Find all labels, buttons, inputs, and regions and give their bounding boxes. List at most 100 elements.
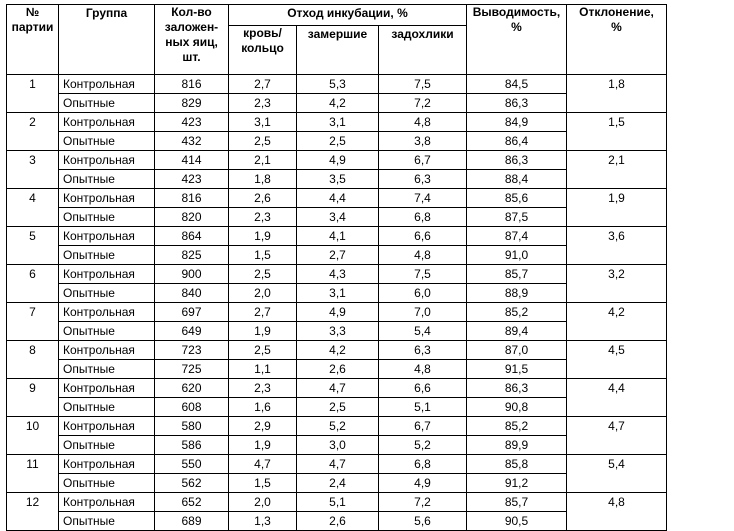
- cell-frozen: 4,9: [297, 303, 379, 322]
- cell-hatchability: 84,9: [467, 113, 567, 132]
- cell-group: Контрольная: [59, 493, 155, 512]
- cell-frozen: 3,5: [297, 170, 379, 189]
- cell-frozen: 5,1: [297, 493, 379, 512]
- cell-hatchability: 91,0: [467, 246, 567, 265]
- table-row: 8Контрольная7232,54,26,387,04,5: [7, 341, 667, 360]
- cell-group: Контрольная: [59, 227, 155, 246]
- col-blood-ring: кровь/кольцо: [229, 26, 297, 75]
- cell-eggs: 423: [155, 170, 229, 189]
- cell-group: Опытные: [59, 284, 155, 303]
- cell-deviation: 4,7: [567, 417, 667, 455]
- cell-suffocated: 7,2: [379, 493, 467, 512]
- cell-batch-no: 6: [7, 265, 59, 303]
- cell-deviation: 2,1: [567, 151, 667, 189]
- cell-blood: 1,8: [229, 170, 297, 189]
- cell-suffocated: 4,9: [379, 474, 467, 493]
- cell-hatchability: 85,6: [467, 189, 567, 208]
- cell-blood: 2,0: [229, 493, 297, 512]
- cell-deviation: 1,8: [567, 75, 667, 113]
- cell-group: Опытные: [59, 132, 155, 151]
- cell-eggs: 414: [155, 151, 229, 170]
- cell-suffocated: 4,8: [379, 360, 467, 379]
- table-row: 3Контрольная4142,14,96,786,32,1: [7, 151, 667, 170]
- table-row: 1Контрольная8162,75,37,584,51,8: [7, 75, 667, 94]
- cell-hatchability: 88,4: [467, 170, 567, 189]
- cell-frozen: 2,5: [297, 398, 379, 417]
- cell-blood: 1,9: [229, 436, 297, 455]
- cell-suffocated: 5,1: [379, 398, 467, 417]
- cell-deviation: 4,5: [567, 341, 667, 379]
- cell-eggs: 816: [155, 189, 229, 208]
- cell-blood: 1,9: [229, 227, 297, 246]
- cell-hatchability: 85,2: [467, 303, 567, 322]
- cell-group: Контрольная: [59, 341, 155, 360]
- cell-eggs: 723: [155, 341, 229, 360]
- cell-batch-no: 4: [7, 189, 59, 227]
- cell-eggs: 432: [155, 132, 229, 151]
- cell-hatchability: 86,4: [467, 132, 567, 151]
- cell-frozen: 3,0: [297, 436, 379, 455]
- cell-group: Опытные: [59, 208, 155, 227]
- cell-batch-no: 7: [7, 303, 59, 341]
- cell-deviation: 1,9: [567, 189, 667, 227]
- cell-eggs: 550: [155, 455, 229, 474]
- cell-group: Контрольная: [59, 113, 155, 132]
- cell-batch-no: 12: [7, 493, 59, 531]
- cell-hatchability: 84,5: [467, 75, 567, 94]
- cell-hatchability: 87,0: [467, 341, 567, 360]
- cell-batch-no: 10: [7, 417, 59, 455]
- cell-hatchability: 87,4: [467, 227, 567, 246]
- cell-blood: 2,1: [229, 151, 297, 170]
- cell-group: Опытные: [59, 474, 155, 493]
- cell-group: Опытные: [59, 436, 155, 455]
- cell-suffocated: 7,4: [379, 189, 467, 208]
- cell-suffocated: 5,2: [379, 436, 467, 455]
- cell-frozen: 2,6: [297, 512, 379, 531]
- cell-blood: 2,9: [229, 417, 297, 436]
- cell-batch-no: 2: [7, 113, 59, 151]
- cell-hatchability: 85,7: [467, 265, 567, 284]
- cell-frozen: 4,7: [297, 379, 379, 398]
- cell-suffocated: 6,7: [379, 151, 467, 170]
- cell-eggs: 820: [155, 208, 229, 227]
- cell-suffocated: 5,4: [379, 322, 467, 341]
- col-hatchability: Выводимость,%: [467, 5, 567, 75]
- cell-blood: 3,1: [229, 113, 297, 132]
- incubation-table: №партииГруппаКол-возаложен-ных яиц,шт.От…: [6, 4, 667, 531]
- table-row: 11Контрольная5504,74,76,885,85,4: [7, 455, 667, 474]
- cell-suffocated: 6,0: [379, 284, 467, 303]
- cell-eggs: 423: [155, 113, 229, 132]
- cell-hatchability: 87,5: [467, 208, 567, 227]
- cell-blood: 2,5: [229, 132, 297, 151]
- cell-suffocated: 6,8: [379, 208, 467, 227]
- cell-suffocated: 7,5: [379, 75, 467, 94]
- cell-suffocated: 7,0: [379, 303, 467, 322]
- cell-suffocated: 7,5: [379, 265, 467, 284]
- cell-blood: 1,5: [229, 246, 297, 265]
- cell-batch-no: 1: [7, 75, 59, 113]
- cell-hatchability: 86,3: [467, 379, 567, 398]
- cell-group: Контрольная: [59, 303, 155, 322]
- col-frozen: замершие: [297, 26, 379, 75]
- cell-suffocated: 4,8: [379, 246, 467, 265]
- table-row: 12Контрольная6522,05,17,285,74,8: [7, 493, 667, 512]
- cell-frozen: 4,2: [297, 94, 379, 113]
- cell-group: Опытные: [59, 246, 155, 265]
- cell-group: Контрольная: [59, 75, 155, 94]
- cell-frozen: 3,1: [297, 113, 379, 132]
- cell-group: Контрольная: [59, 379, 155, 398]
- cell-eggs: 620: [155, 379, 229, 398]
- cell-hatchability: 85,7: [467, 493, 567, 512]
- cell-frozen: 4,7: [297, 455, 379, 474]
- cell-frozen: 3,4: [297, 208, 379, 227]
- col-suffocated: задохлики: [379, 26, 467, 75]
- cell-group: Опытные: [59, 94, 155, 113]
- cell-blood: 2,7: [229, 303, 297, 322]
- cell-frozen: 3,1: [297, 284, 379, 303]
- cell-eggs: 689: [155, 512, 229, 531]
- cell-hatchability: 89,4: [467, 322, 567, 341]
- cell-frozen: 5,2: [297, 417, 379, 436]
- col-group: Группа: [59, 5, 155, 75]
- cell-blood: 2,3: [229, 94, 297, 113]
- cell-suffocated: 3,8: [379, 132, 467, 151]
